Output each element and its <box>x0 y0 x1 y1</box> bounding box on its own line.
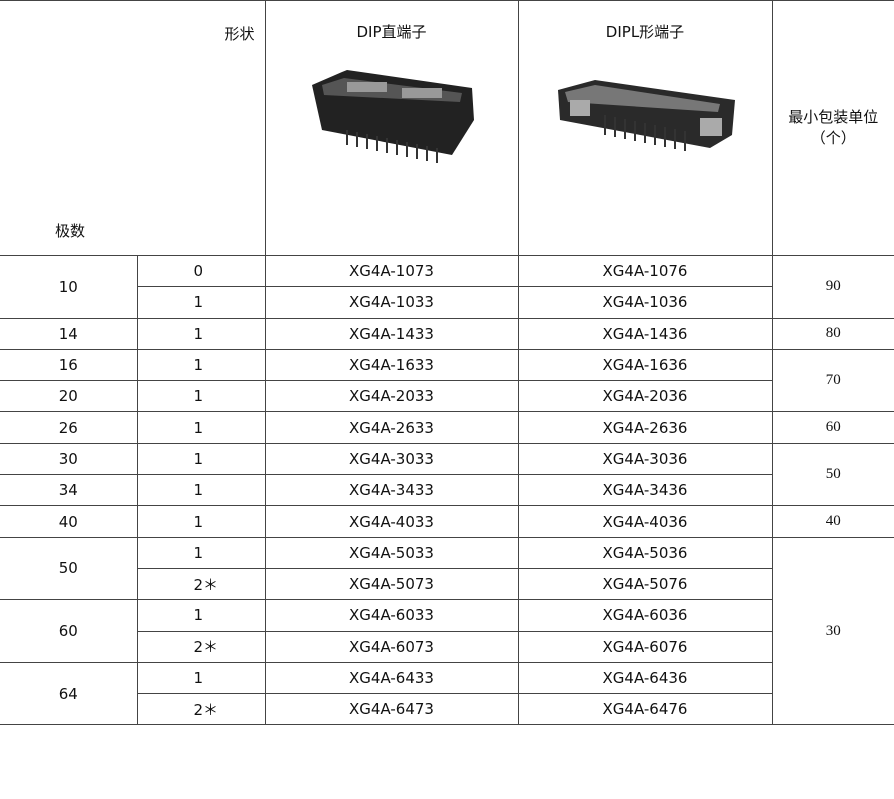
dip-header: DIP直端子 <box>264 0 519 256</box>
table-row: 2＊ XG4A-6073 XG4A-6076 <box>0 630 894 663</box>
table-row: 26 1 XG4A-2633 XG4A-2636 60 <box>0 411 894 444</box>
packing-qty: 70 <box>771 348 894 413</box>
poles: 60 <box>0 599 138 663</box>
poles: 50 <box>0 536 138 601</box>
poles: 34 <box>0 474 138 507</box>
dipl-header: DIPL形端子 <box>517 0 773 256</box>
table-row: 14 1 XG4A-1433 XG4A-1436 80 <box>0 317 894 350</box>
shape: 2＊ <box>137 693 266 726</box>
dipl-part: XG4A-6036 <box>517 599 772 632</box>
dipl-part: XG4A-1076 <box>517 254 773 288</box>
dip-part: XG4A-5073 <box>264 567 519 601</box>
table-row: 1 XG4A-1033 XG4A-1036 <box>0 286 894 319</box>
dip-title: DIP直端子 <box>356 23 427 41</box>
table-row: 2＊ XG4A-6473 XG4A-6476 <box>0 693 894 726</box>
shape-header: 形状 <box>224 25 255 43</box>
shape: 1 <box>136 317 266 350</box>
table-row: 34 1 XG4A-3433 XG4A-3436 <box>0 474 894 507</box>
dipl-part: XG4A-3436 <box>517 474 772 507</box>
shape: 1 <box>136 536 266 569</box>
dip-part: XG4A-1033 <box>264 286 519 319</box>
dip-part: XG4A-2033 <box>264 380 519 413</box>
dipl-part: XG4A-6076 <box>517 630 772 663</box>
poles: 26 <box>0 411 138 444</box>
poles: 10 <box>0 255 138 319</box>
table-row: 30 1 XG4A-3033 XG4A-3036 50 <box>0 442 894 507</box>
shape: 2＊ <box>137 630 266 663</box>
shape: 1 <box>136 411 266 444</box>
poles: 16 <box>0 348 138 382</box>
dipl-part: XG4A-5076 <box>517 567 772 601</box>
shape: 1 <box>136 380 266 413</box>
packing-qty: 60 <box>771 411 894 444</box>
product-table: 形状 极数 DIP直端子 DIPL形端子 最小包装单位 （个） 10 0 XG4A-… <box>0 0 894 726</box>
shape: 1 <box>137 286 266 319</box>
dipl-part: XG4A-4036 <box>517 505 773 538</box>
packing-qty: 90 <box>771 255 894 319</box>
packing-header: 最小包装单位 （个） <box>771 0 894 256</box>
dip-part: XG4A-3033 <box>264 442 519 476</box>
shape: 1 <box>136 348 266 382</box>
table-row: 10 0 XG4A-1073 XG4A-1076 90 <box>0 254 894 319</box>
table-row: 64 1 XG4A-6433 XG4A-6436 <box>0 661 894 726</box>
dip-part: XG4A-1433 <box>264 317 519 350</box>
dipl-part: XG4A-2636 <box>517 411 773 444</box>
packing-qty: 80 <box>771 317 894 350</box>
dipl-image <box>558 80 735 151</box>
packing-unit-suffix: （个） <box>810 129 856 147</box>
dipl-part: XG4A-1636 <box>517 348 773 382</box>
shape: 1 <box>136 599 266 632</box>
dipl-part: XG4A-2036 <box>517 380 772 413</box>
packing-qty: 40 <box>771 505 894 538</box>
shape: 1 <box>136 442 266 476</box>
dip-part: XG4A-5033 <box>264 536 519 569</box>
dip-part: XG4A-6033 <box>264 599 519 632</box>
table-row: 60 1 XG4A-6033 XG4A-6036 <box>0 599 894 663</box>
poles-header: 极数 <box>55 222 86 240</box>
dip-part: XG4A-4033 <box>264 505 519 538</box>
poles: 30 <box>0 442 138 476</box>
dip-part: XG4A-2633 <box>264 411 519 444</box>
packing-unit: 最小包装单位 <box>788 108 879 126</box>
packing-qty: 30 <box>771 536 894 726</box>
dipl-title: DIPL形端子 <box>605 23 685 41</box>
dip-part: XG4A-1073 <box>264 254 519 288</box>
table-row: 20 1 XG4A-2033 XG4A-2036 <box>0 380 894 413</box>
dipl-part: XG4A-5036 <box>517 536 773 569</box>
dipl-part: XG4A-1036 <box>517 286 772 319</box>
poles: 20 <box>0 380 138 413</box>
dipl-part: XG4A-6476 <box>517 693 772 726</box>
shape: 1 <box>136 661 266 695</box>
dipl-part: XG4A-1436 <box>517 317 773 350</box>
dipl-part: XG4A-6436 <box>517 661 772 695</box>
dip-part: XG4A-6073 <box>264 630 519 663</box>
dip-image <box>311 70 474 163</box>
table-row: 50 1 XG4A-5033 XG4A-5036 30 <box>0 536 894 726</box>
dipl-part: XG4A-3036 <box>517 442 773 476</box>
dip-part: XG4A-6473 <box>264 693 519 726</box>
shape: 2＊ <box>137 567 266 601</box>
shape: 0 <box>136 254 266 288</box>
poles: 64 <box>0 661 138 726</box>
packing-qty: 50 <box>771 442 894 507</box>
table-row: 16 1 XG4A-1633 XG4A-1636 70 <box>0 348 894 413</box>
shape: 1 <box>136 505 266 538</box>
dip-part: XG4A-1633 <box>264 348 519 382</box>
dip-part: XG4A-3433 <box>264 474 519 507</box>
table-row: 40 1 XG4A-4033 XG4A-4036 40 <box>0 505 894 538</box>
shape: 1 <box>136 474 266 507</box>
poles: 40 <box>0 505 138 538</box>
corner-cell: 形状 极数 <box>0 0 266 256</box>
dip-part: XG4A-6433 <box>264 661 519 695</box>
header-row: 形状 极数 DIP直端子 DIPL形端子 最小包装单位 （个） <box>0 0 894 256</box>
poles: 14 <box>0 317 138 350</box>
